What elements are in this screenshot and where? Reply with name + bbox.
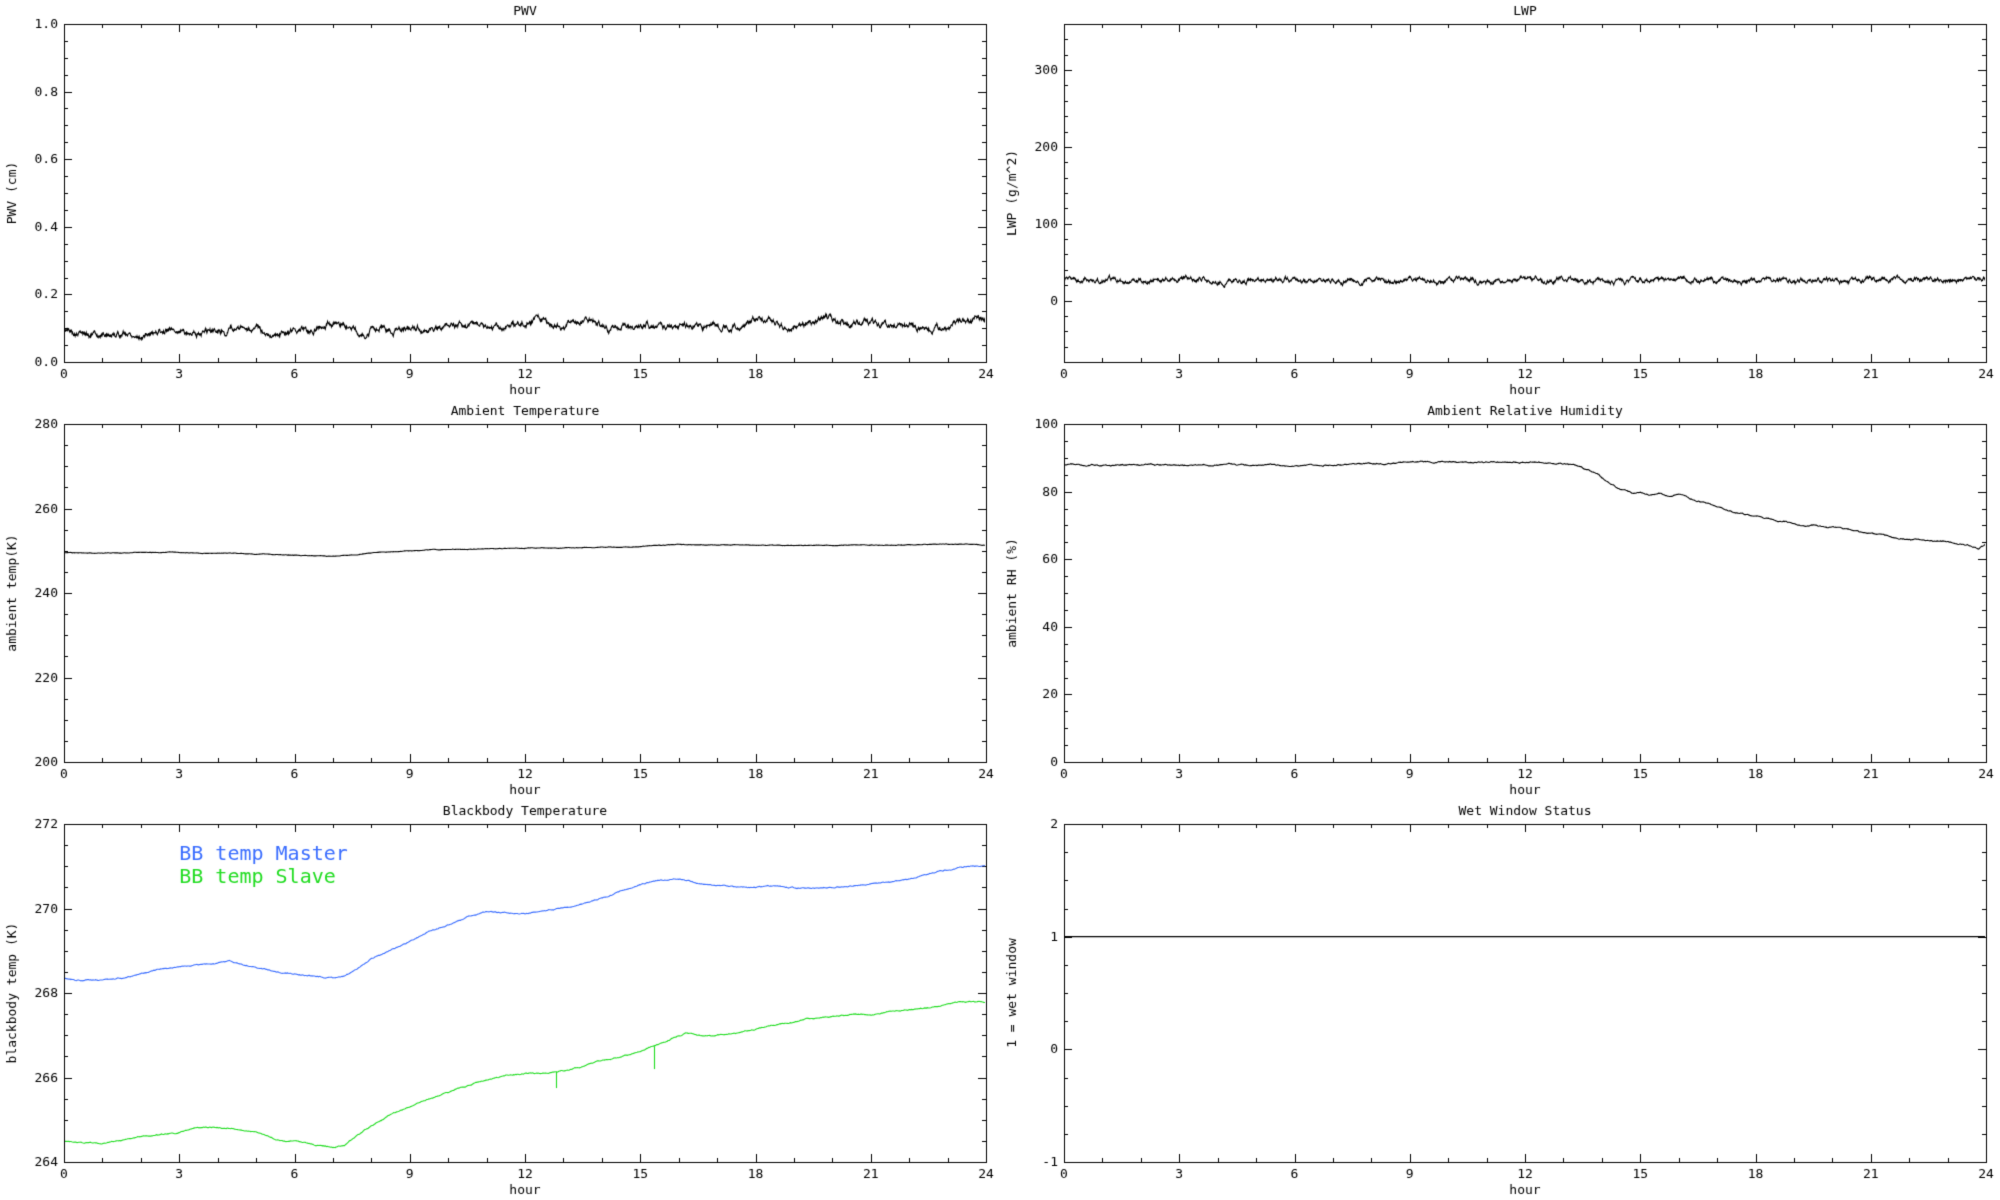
blackbody-temperature-plot bbox=[0, 800, 1000, 1200]
lwp-chart-canvas bbox=[1000, 0, 2000, 400]
pwv-plot bbox=[0, 0, 1000, 400]
ambient-temperature-chart-canvas bbox=[0, 400, 1000, 800]
ambient-relative-humidity-chart-canvas bbox=[1000, 400, 2000, 800]
pwv-chart-canvas bbox=[0, 0, 1000, 400]
ambient-relative-humidity-plot bbox=[1000, 400, 2000, 800]
ambient-temperature-plot bbox=[0, 400, 1000, 800]
wet-window-status-chart-canvas bbox=[1000, 800, 2000, 1200]
blackbody-temperature-chart-canvas bbox=[0, 800, 1000, 1200]
lwp-plot bbox=[1000, 0, 2000, 400]
wet-window-status-plot bbox=[1000, 800, 2000, 1200]
